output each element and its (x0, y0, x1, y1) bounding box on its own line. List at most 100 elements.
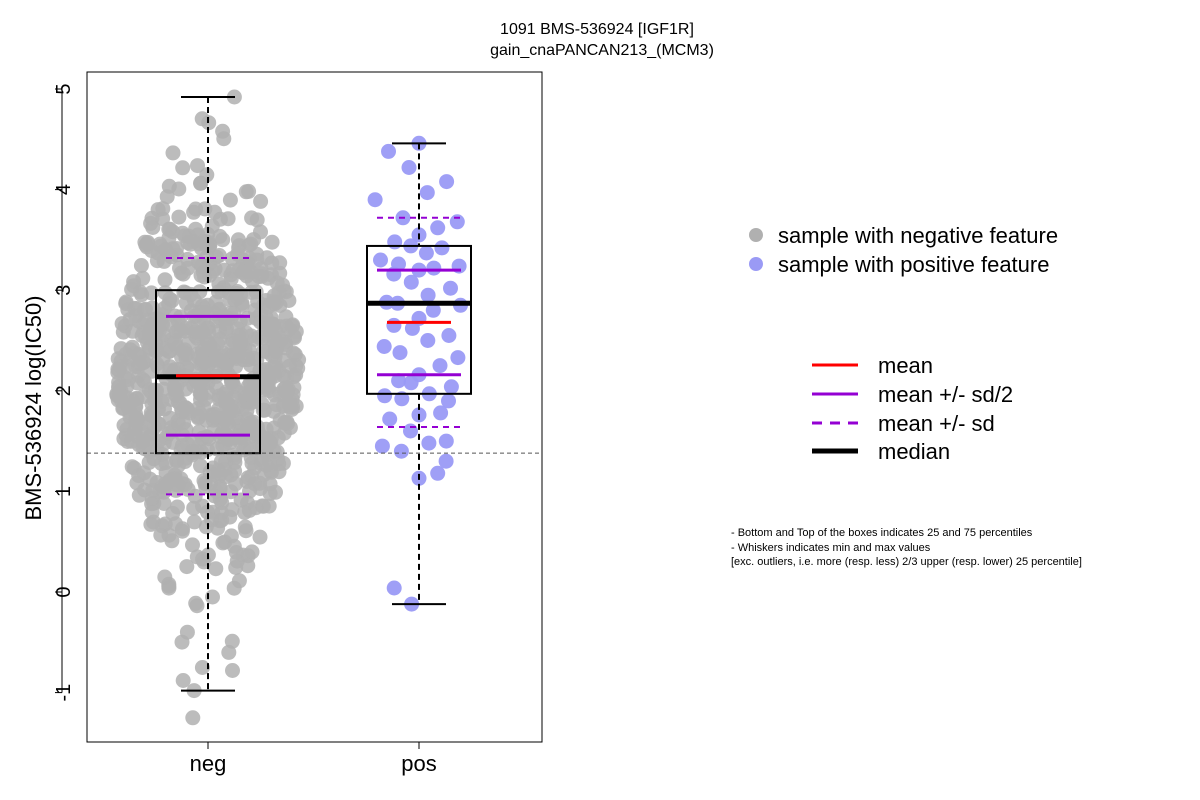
neg-point (240, 470, 256, 486)
neg-point (131, 359, 146, 375)
neg-point (196, 310, 212, 326)
neg-point (234, 401, 250, 417)
pos-point (401, 160, 417, 175)
neg-point (224, 502, 240, 518)
neg-point (290, 360, 306, 376)
neg-point (174, 523, 190, 539)
neg-point (162, 473, 178, 488)
neg-point (188, 595, 204, 611)
neg-point (136, 302, 152, 318)
neg-point (110, 365, 126, 380)
y-tick-label: 0 (53, 586, 75, 597)
neg-point (179, 624, 195, 640)
neg-point (154, 518, 170, 534)
neg-point (225, 263, 241, 279)
pos-point (425, 302, 441, 318)
pos-point (441, 328, 457, 343)
legend-pos-marker (749, 257, 763, 271)
pos-point (430, 220, 446, 236)
neg-point (266, 288, 282, 304)
neg-point (203, 407, 219, 423)
neg-point (156, 496, 172, 511)
neg-point (216, 131, 232, 147)
neg-point (175, 266, 191, 282)
pos-point (391, 373, 407, 389)
neg-point (177, 323, 193, 339)
neg-point (263, 309, 279, 325)
neg-point (125, 323, 141, 339)
neg-point (133, 258, 149, 273)
neg-point (162, 343, 178, 359)
neg-point (235, 252, 251, 268)
pos-point (433, 405, 449, 421)
pos-point (418, 245, 434, 261)
neg-point (205, 460, 221, 476)
neg-point (244, 210, 260, 226)
pos-point (376, 339, 392, 354)
neg-point (257, 321, 273, 337)
neg-point (157, 272, 173, 288)
neg-point (161, 221, 177, 237)
neg-point (217, 436, 233, 452)
neg-point (153, 238, 169, 254)
neg-point (165, 241, 181, 257)
pos-point (403, 423, 418, 439)
neg-point (231, 240, 247, 256)
neg-point (243, 236, 259, 252)
neg-point (161, 576, 177, 592)
neg-point (149, 310, 165, 326)
neg-point (226, 447, 241, 463)
neg-point (195, 498, 210, 514)
neg-point (275, 277, 291, 293)
neg-point (193, 175, 209, 191)
neg-point (179, 559, 195, 575)
neg-point (214, 512, 230, 528)
chart-title: 1091 BMS-536924 [IGF1R] (500, 21, 694, 38)
x-tick-label: pos (401, 751, 436, 776)
neg-point (222, 192, 238, 208)
neg-point (179, 346, 195, 362)
neg-point (146, 328, 162, 343)
neg-point (185, 537, 200, 553)
neg-point (139, 236, 155, 252)
pos-point (386, 317, 402, 333)
y-axis-label: BMS-536924 log(IC50) (21, 295, 46, 520)
pos-point (450, 350, 466, 366)
pos-point (373, 252, 388, 268)
chart-subtitle: gain_cnaPANCAN213_(MCM3) (490, 42, 714, 59)
neg-point (261, 435, 277, 451)
neg-point (282, 420, 298, 436)
neg-point (253, 451, 269, 467)
pos-point (394, 391, 410, 407)
legend-halfsd-label: mean +/- sd/2 (878, 382, 1013, 407)
neg-point (215, 535, 231, 551)
pos-point (438, 433, 454, 449)
neg-point (194, 258, 210, 274)
pos-point (419, 185, 435, 201)
neg-point (193, 240, 209, 256)
neg-points-layer (109, 89, 307, 726)
neg-point (142, 471, 158, 487)
neg-point (186, 514, 202, 530)
pos-point (377, 388, 393, 404)
y-tick-label: 3 (53, 285, 75, 296)
pos-point (432, 358, 448, 374)
neg-point (212, 228, 228, 244)
neg-point (161, 296, 177, 312)
neg-point (207, 204, 223, 220)
pos-point (421, 435, 437, 451)
pos-point (420, 333, 436, 348)
y-tick-label: 2 (53, 385, 75, 396)
neg-point (278, 380, 294, 395)
neg-point (225, 663, 240, 678)
neg-point (194, 353, 210, 369)
pos-point (386, 580, 402, 596)
neg-point (185, 710, 201, 726)
neg-point (193, 386, 209, 402)
pos-point (430, 465, 446, 481)
neg-point (231, 573, 247, 589)
axes-layer: -1 0 1 2 3 4 5 neg pos (53, 83, 437, 776)
neg-point (253, 193, 269, 209)
neg-point (195, 551, 211, 567)
neg-point (243, 357, 258, 373)
